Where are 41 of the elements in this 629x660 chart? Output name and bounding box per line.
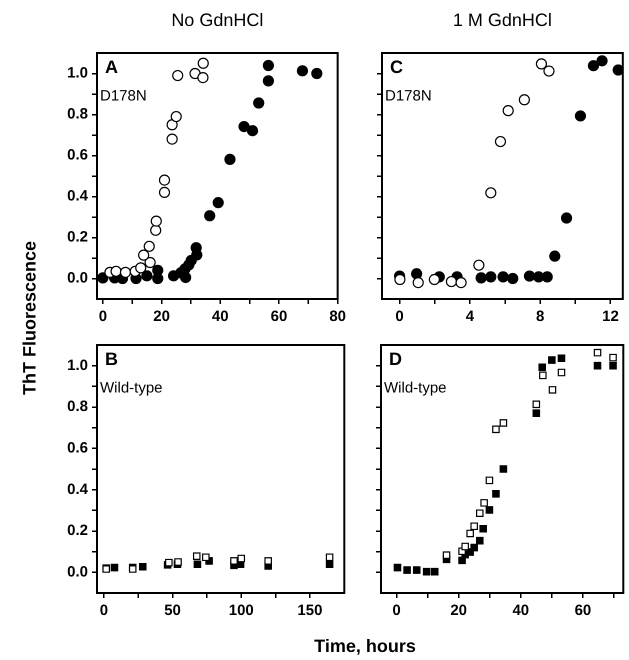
x-tick-label: 4 (466, 308, 475, 326)
x-tick-label: 0 (395, 308, 404, 326)
annotation: D (389, 348, 402, 369)
annotation: Wild-type (100, 380, 163, 397)
x-tick-label: 60 (574, 602, 592, 620)
y-tick-label: 0.2 (67, 228, 88, 246)
y-tick-label: 1.0 (67, 356, 88, 374)
y-tick-label: 0.8 (67, 106, 88, 123)
x-tick-label: 20 (153, 308, 170, 326)
y-tick-label: 0.4 (67, 480, 89, 498)
x-tick-label: 12 (602, 308, 619, 326)
y-axis-title: ThT Fluorescence (20, 240, 40, 396)
x-tick-label: 150 (297, 602, 322, 620)
y-tick-label: 1.0 (67, 64, 88, 82)
x-axis-title: Time, hours (314, 636, 416, 657)
x-tick-label: 80 (329, 308, 346, 326)
annotation: C (390, 56, 403, 77)
y-tick-label: 0.6 (67, 439, 88, 456)
x-tick-label: 0 (392, 602, 401, 620)
chart-title: 1 M GdnHCl (452, 10, 552, 31)
y-tick-label: 0.4 (67, 188, 89, 205)
y-tick-label: 0.8 (67, 398, 88, 416)
x-tick-label: 100 (228, 602, 254, 620)
annotation: D178N (385, 88, 432, 105)
annotation: Wild-type (384, 380, 447, 397)
x-tick-label: 8 (536, 308, 544, 326)
x-tick-label: 0 (100, 602, 108, 620)
x-tick-label: 40 (212, 308, 229, 326)
x-tick-label: 0 (98, 308, 108, 326)
annotation: B (105, 348, 118, 369)
y-tick-label: 0.2 (67, 522, 88, 540)
x-tick-label: 60 (270, 308, 288, 326)
y-tick-label: 0.0 (67, 270, 88, 287)
chart-title: No GdnHCl (171, 10, 264, 31)
x-tick-label: 50 (164, 602, 181, 620)
y-tick-label: 0.6 (67, 146, 88, 164)
y-tick-label: 0.0 (67, 563, 88, 580)
x-tick-label: 20 (450, 602, 468, 620)
annotation: D178N (100, 88, 147, 105)
x-tick-label: 40 (512, 602, 530, 620)
annotation: A (105, 56, 118, 77)
